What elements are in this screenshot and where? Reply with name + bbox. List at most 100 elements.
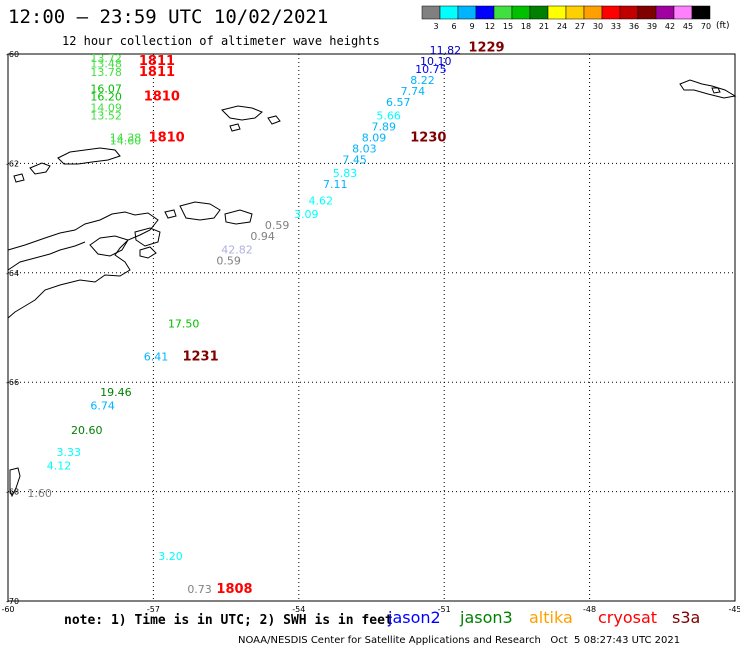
wave-height-reading: 19.46	[100, 386, 132, 399]
footer-credit: NOAA/NESDIS Center for Satellite Applica…	[238, 635, 681, 646]
pass-time-label: 1811	[139, 65, 175, 80]
wave-height-reading: 14.38	[110, 132, 142, 145]
lon-tick-label: -48	[583, 605, 596, 614]
legend-swatch	[421, 5, 441, 20]
wave-height-reading: 16.07	[90, 82, 122, 95]
lat-tick-label: -68	[6, 488, 19, 497]
satellite-name: jason3	[460, 608, 513, 627]
lon-tick-label: -60	[1, 605, 14, 614]
legend-swatch	[655, 5, 675, 20]
lat-tick-label: -64	[6, 269, 19, 278]
wave-height-reading: 17.50	[168, 318, 200, 331]
map-frame	[7, 53, 736, 602]
legend-label: 39	[647, 22, 657, 31]
wave-height-reading: 6.41	[144, 350, 169, 363]
lon-tick-label: -57	[147, 605, 160, 614]
legend-swatch	[583, 5, 603, 20]
wave-height-reading: 13.48	[90, 58, 122, 71]
pass-time-label: 1231	[182, 349, 218, 364]
weddell-islands-b	[224, 209, 253, 225]
lat-tick-label: -66	[6, 378, 19, 387]
legend-label: 21	[539, 22, 549, 31]
wave-height-reading: 7.74	[401, 85, 426, 98]
wave-height-reading: 8.03	[352, 142, 377, 155]
lon-tick-label: -54	[292, 605, 305, 614]
legend-label: 30	[593, 22, 603, 31]
legend-swatch	[673, 5, 693, 20]
pass-time-label: 1810	[149, 131, 185, 146]
james-ross-island	[89, 235, 129, 257]
pass-time-label: 1229	[468, 40, 504, 55]
wave-height-reading: 14.09	[90, 101, 122, 114]
wave-height-reading: 16.20	[90, 90, 122, 103]
color-scale-legend: 3 6 9 12 15 18 21 24 27 30 33 36 39 42 45 70	[421, 5, 711, 31]
legend-swatch	[547, 5, 567, 20]
legend-swatch	[565, 5, 585, 20]
dundee-island	[139, 246, 157, 259]
pass-time-label: 1808	[216, 582, 252, 597]
legend-label: 24	[557, 22, 567, 31]
wave-height-reading: 13.78	[90, 66, 122, 79]
weddell-islands-c	[164, 209, 177, 219]
wave-height-reading: 4.12	[47, 460, 71, 473]
legend-swatch	[475, 5, 495, 20]
wave-height-reading: 20.60	[71, 424, 103, 437]
pass-time-label: 1810	[144, 89, 180, 104]
legend-swatch	[637, 5, 657, 20]
wave-height-reading: 7.11	[323, 178, 348, 191]
elephant-island	[221, 105, 263, 121]
wave-height-reading: 3.09	[294, 208, 319, 221]
legend-swatch	[691, 5, 711, 20]
king-george-island	[57, 147, 121, 165]
legend-swatch	[457, 5, 477, 20]
wave-height-reading: 7.45	[342, 153, 367, 166]
clarence-island	[267, 115, 281, 125]
wave-height-reading: 10.10	[420, 55, 452, 68]
legend-label: 27	[575, 22, 585, 31]
west-coast-islet	[9, 467, 21, 498]
legend-unit: (ft)	[716, 21, 730, 31]
legend-swatch	[493, 5, 513, 20]
wave-height-reading: 0.94	[250, 230, 274, 243]
pass-time-label: 1230	[410, 131, 446, 146]
footer-note: note: 1) Time is in UTC; 2) SWH is in fe…	[64, 613, 393, 628]
wave-height-reading: 8.09	[362, 132, 387, 145]
wave-height-reading: 14.60	[110, 134, 142, 147]
satellite-name: altika	[529, 608, 573, 627]
satellite-name: cryosat	[598, 608, 658, 627]
south-orkney-island	[679, 79, 737, 99]
legend-swatch	[619, 5, 639, 20]
wave-height-reading: 13.72	[90, 52, 122, 65]
wave-height-reading: 0.59	[216, 255, 241, 268]
weddell-islands-a	[179, 201, 221, 221]
wave-height-reading: 8.22	[410, 74, 435, 87]
legend-label: 12	[485, 22, 495, 31]
legend-label: 70	[701, 22, 711, 31]
lat-tick-label: -70	[6, 597, 19, 606]
legend-swatch	[529, 5, 549, 20]
wave-height-reading: 13.52	[90, 110, 122, 123]
wave-height-reading: 11.82	[430, 44, 462, 57]
antarctic-peninsula-coast	[7, 211, 159, 319]
wave-height-reading: 1.60	[27, 487, 51, 500]
wave-height-reading: 6.74	[90, 400, 115, 413]
wave-height-reading: 0.59	[265, 219, 290, 232]
wave-height-reading: 4.62	[308, 194, 333, 207]
legend-label: 45	[683, 22, 693, 31]
wave-height-reading: 0.73	[187, 583, 212, 596]
peninsula-inner-coast	[7, 241, 86, 271]
wave-height-reading: 5.66	[376, 110, 401, 123]
lat-lon-grid: -60 -57 -54 -51 -48 -45 -60 -62 -64 -66 -68 -70	[1, 50, 740, 614]
wave-height-reading: 3.20	[158, 550, 183, 563]
map-subtitle: 12 hour collection of altimeter wave hei…	[62, 34, 380, 48]
legend-swatch	[439, 5, 459, 20]
legend-label: 36	[629, 22, 639, 31]
wave-height-reading: 6.57	[386, 96, 411, 109]
legend-label: 33	[611, 22, 621, 31]
legend-label: 6	[451, 22, 456, 31]
legend-swatch	[511, 5, 531, 20]
livingston-island	[29, 162, 51, 175]
